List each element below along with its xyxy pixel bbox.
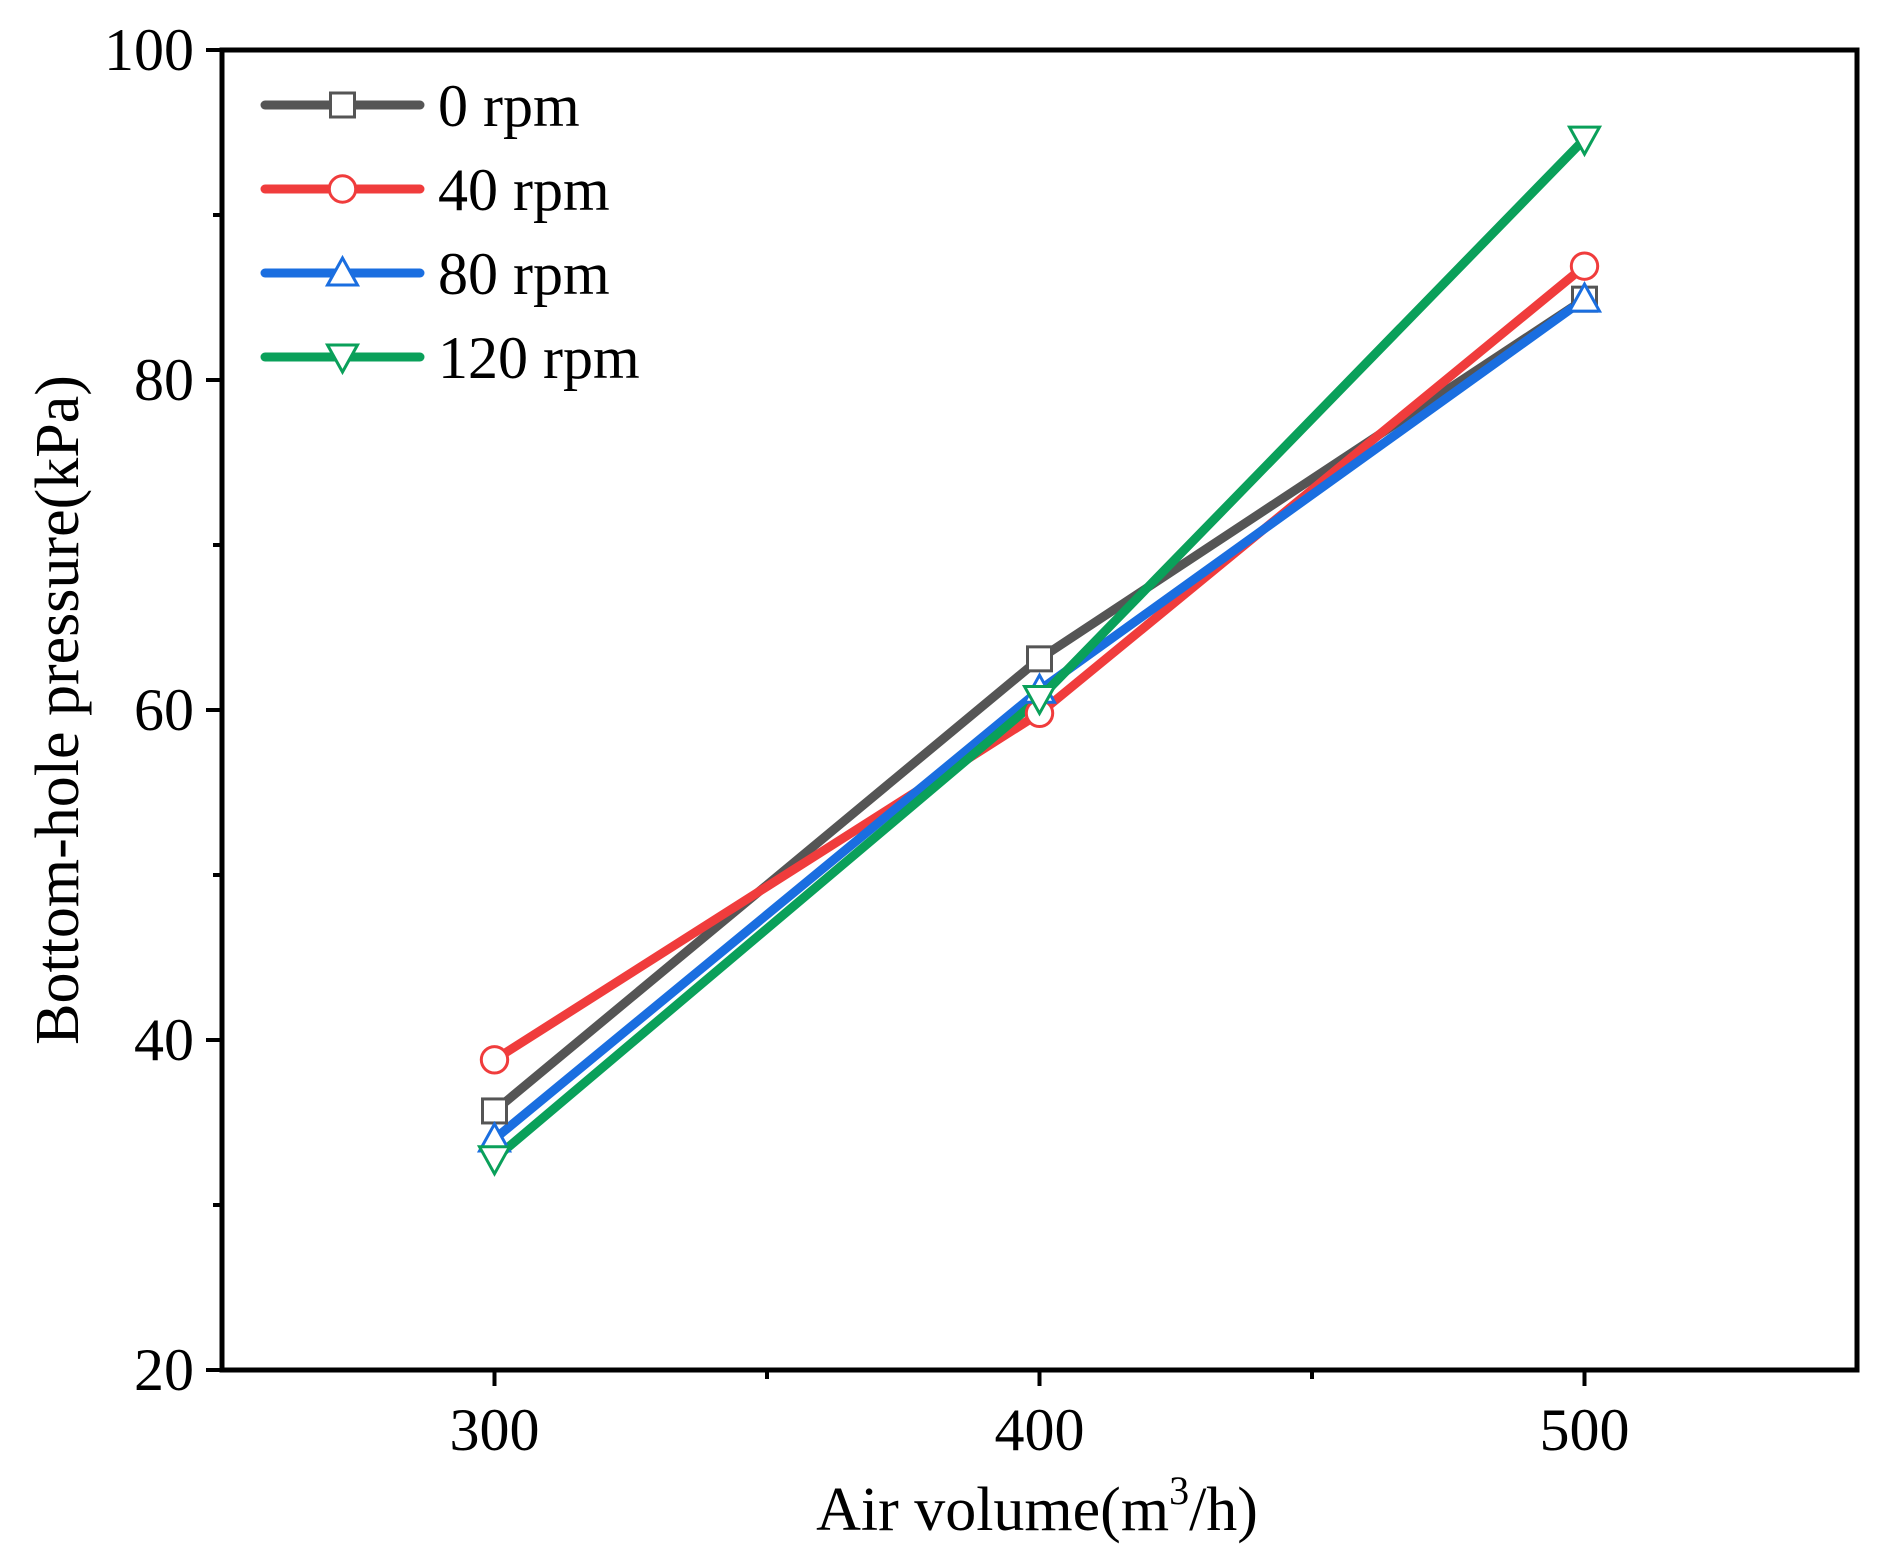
x-tick-label-500: 500 [1540, 1397, 1630, 1463]
y-tick-label-60: 60 [134, 677, 194, 743]
y-axis: 20 40 60 80 100 [104, 17, 222, 1403]
data-point-40-rpm-300 [479, 1045, 510, 1075]
x-axis-title: Air volume(m3/h) [816, 1468, 1258, 1544]
y-axis-title: Bottom-hole pressure(kPa) [24, 375, 92, 1045]
data-point-120-rpm-300 [476, 1145, 513, 1177]
legend-marker-80-rpm [324, 254, 361, 287]
x-axis-title-superscript: 3 [1169, 1468, 1189, 1513]
data-point-120-rpm-400 [1021, 684, 1058, 717]
legend-label-80-rpm: 80 rpm [438, 241, 610, 307]
data-point-120-rpm-500 [1566, 125, 1603, 158]
legend-label-120-rpm: 120 rpm [438, 325, 640, 391]
x-tick-label-400: 400 [995, 1397, 1085, 1463]
data-point-80-rpm-500 [1566, 281, 1603, 313]
legend-marker-0-rpm [329, 91, 356, 119]
x-axis-title-tail: /h) [1189, 1476, 1258, 1544]
legend-marker-40-rpm [327, 174, 358, 204]
legend: 0 rpm 40 rpm 80 rpm 120 rpm [260, 73, 640, 391]
marker-layer [476, 125, 1603, 1177]
y-tick-label-80: 80 [134, 347, 194, 413]
data-point-0-rpm-400 [1026, 645, 1053, 673]
legend-label-40-rpm: 40 rpm [438, 157, 610, 223]
y-tick-label-20: 20 [134, 1337, 194, 1403]
legend-marker-120-rpm [324, 343, 361, 376]
data-point-0-rpm-300 [481, 1097, 508, 1125]
y-tick-label-40: 40 [134, 1007, 194, 1073]
x-axis: 300 400 500 [450, 1370, 1630, 1463]
data-point-40-rpm-500 [1569, 251, 1600, 281]
y-tick-label-100: 100 [104, 17, 194, 83]
x-axis-title-main: Air volume(m [816, 1476, 1169, 1544]
legend-label-0-rpm: 0 rpm [438, 73, 580, 139]
x-tick-label-300: 300 [450, 1397, 540, 1463]
